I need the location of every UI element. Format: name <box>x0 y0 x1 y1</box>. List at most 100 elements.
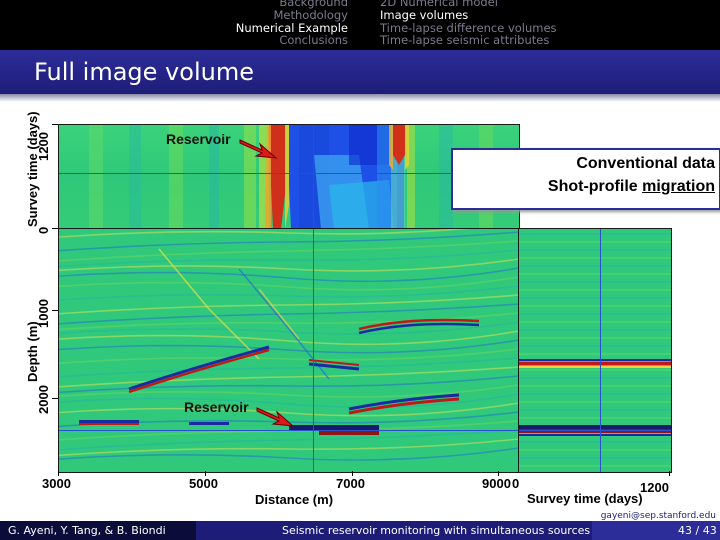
xtick-mark <box>498 471 499 476</box>
bedding-line <box>59 348 519 365</box>
time-lapse-stripe <box>519 241 671 243</box>
time-lapse-stripe <box>519 289 671 291</box>
callout-prefix: Shot-profile <box>547 178 643 195</box>
nav-section-background[interactable]: Background <box>279 0 348 9</box>
ytick-mark <box>52 228 58 229</box>
time-lapse-stripe <box>519 249 671 251</box>
xtick-mark <box>58 471 59 476</box>
depth-distance-panel <box>58 228 520 473</box>
bedding-line <box>59 330 519 346</box>
time-lapse-stripe <box>519 337 671 339</box>
time-lapse-stripe <box>519 417 671 419</box>
time-lapse-stripe <box>519 449 671 451</box>
bedding-line <box>59 240 519 262</box>
footer-page-block: 43 / 43 <box>592 521 720 540</box>
time-lapse-stripe <box>519 305 671 307</box>
callout-link-migration[interactable]: migration <box>642 178 715 195</box>
contact-email: gayeni@sep.stanford.edu <box>600 511 716 521</box>
bedding-line <box>59 366 519 388</box>
ytick-mark <box>52 310 58 311</box>
time-lapse-stripe <box>519 441 671 443</box>
footer-authors: G. Ayeni, Y. Tang, & B. Biondi <box>8 524 166 537</box>
time-lapse-stripe <box>519 409 671 411</box>
right-time-tick-0: 0 <box>512 476 520 491</box>
time-lapse-stripe <box>519 465 671 467</box>
depth-time-panel <box>518 228 672 473</box>
distance-tick-7000: 7000 <box>336 476 365 491</box>
time-lapse-stripe <box>519 281 671 283</box>
distance-tick-5000: 5000 <box>189 476 218 491</box>
bedding-line <box>59 438 519 457</box>
bedding-line <box>59 357 519 378</box>
survey-time-axis-label: Survey time (days) <box>25 111 40 227</box>
bedding-line <box>59 402 519 417</box>
xtick-mark <box>669 471 670 476</box>
crosshair-vertical-top <box>313 125 314 229</box>
distance-tick-9000: 9000 <box>482 476 511 491</box>
time-lapse-stripe <box>519 401 671 403</box>
migrated-image <box>59 229 519 472</box>
right-time-tick-1200: 1200 <box>640 480 669 495</box>
reservoir-arrow-top-icon <box>239 139 278 159</box>
time-lapse-stripe <box>519 385 671 387</box>
page-number: 43 / 43 <box>678 524 717 537</box>
xtick-mark <box>352 471 353 476</box>
time-lapse-stripe <box>519 345 671 347</box>
frame-title-bar: Full image volume <box>0 50 720 94</box>
navigation-bar: Background Methodology Numerical Example… <box>0 0 720 50</box>
time-lapse-stripe <box>519 393 671 395</box>
ytick-mark <box>52 124 58 125</box>
reservoir-label-top: Reservoir <box>166 131 231 147</box>
time-lapse-stripe <box>519 369 671 371</box>
frame-title: Full image volume <box>34 58 254 86</box>
time-lapse-stripe <box>519 377 671 379</box>
time-lapse-stripe <box>519 273 671 275</box>
xtick-mark <box>205 471 206 476</box>
method-callout: Conventional data Shot-profile migration <box>451 148 720 210</box>
time-lapse-image <box>519 229 671 472</box>
section-list: Background Methodology Numerical Example… <box>236 0 348 47</box>
depth-axis-label: Depth (m) <box>25 321 40 382</box>
nav-subsection-numerical-model[interactable]: 2D Numerical model <box>380 0 498 9</box>
ytick-mark <box>52 398 58 399</box>
survey-time-image <box>59 125 519 229</box>
bedding-line <box>59 276 519 291</box>
nav-subsection-seismic-attributes[interactable]: Time-lapse seismic attributes <box>380 33 550 48</box>
nav-section-methodology[interactable]: Methodology <box>273 7 348 22</box>
survey-time-tick-1200: 1200 <box>36 132 51 161</box>
reservoir-arrow-bottom-icon <box>256 407 295 427</box>
footer-authors-block: G. Ayeni, Y. Tang, & B. Biondi <box>0 521 196 540</box>
nav-section-conclusions[interactable]: Conclusions <box>279 33 348 48</box>
time-lapse-stripe <box>519 257 671 259</box>
right-survey-time-label: Survey time (days) <box>527 491 643 506</box>
time-lapse-stripe <box>519 297 671 299</box>
survey-time-panel <box>58 124 520 230</box>
time-lapse-stripe <box>519 329 671 331</box>
title-shadow <box>0 94 720 102</box>
nav-subsection-image-volumes[interactable]: Image volumes <box>380 7 469 22</box>
survey-time-tick-0: 0 <box>36 226 51 234</box>
time-lapse-stripe <box>519 265 671 267</box>
bedding-line <box>59 339 519 354</box>
bedding-line <box>59 294 519 315</box>
depth-tick-1000: 1000 <box>36 299 51 328</box>
bedding-line <box>59 420 519 441</box>
nav-subsection-difference-volumes[interactable]: Time-lapse difference volumes <box>380 20 557 35</box>
time-lapse-stripe <box>519 457 671 459</box>
footer-title-block: Seismic reservoir monitoring with simult… <box>196 521 592 540</box>
time-lapse-stripe <box>519 321 671 323</box>
bedding-line <box>59 303 519 325</box>
nav-section-numerical-example[interactable]: Numerical Example <box>235 20 348 35</box>
crosshair-horizontal-main <box>59 430 519 431</box>
reservoir-label-bottom: Reservoir <box>184 399 249 415</box>
bedding-line <box>59 447 519 461</box>
time-lapse-stripe <box>519 313 671 315</box>
bedding-line <box>59 249 519 268</box>
bedding-line <box>59 267 519 283</box>
bedding-line <box>59 429 519 451</box>
footer-talk-title: Seismic reservoir monitoring with simult… <box>282 524 591 537</box>
bedding-line <box>59 229 470 238</box>
depth-tick-2000: 2000 <box>36 385 51 414</box>
callout-line-2: Shot-profile migration <box>548 178 715 196</box>
bedding-line <box>59 285 519 301</box>
